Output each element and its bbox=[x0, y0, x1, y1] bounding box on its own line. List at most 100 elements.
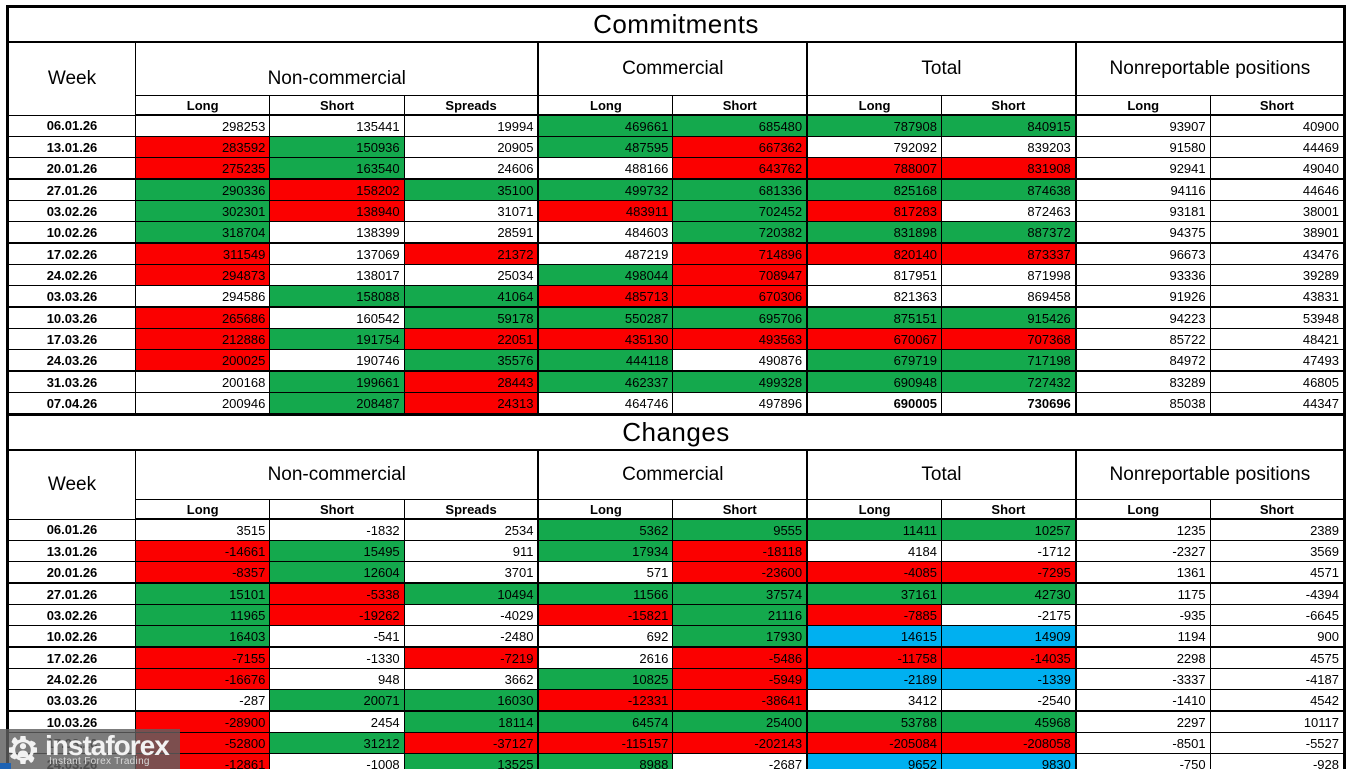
instaforex-gear-icon bbox=[5, 732, 41, 768]
value-cell: 1194 bbox=[1074, 625, 1211, 648]
value-cell: 900 bbox=[1209, 625, 1346, 648]
value-cell: 11566 bbox=[537, 582, 674, 605]
changes-title-row: Changes bbox=[7, 414, 1345, 451]
col-header-c-short: Short bbox=[672, 95, 808, 116]
value-cell: 13525 bbox=[403, 753, 539, 769]
value-cell: 692 bbox=[537, 625, 674, 648]
value-cell: 499732 bbox=[537, 178, 674, 201]
value-cell: 720382 bbox=[672, 221, 808, 244]
value-cell: 47493 bbox=[1209, 349, 1346, 372]
value-cell: 679719 bbox=[806, 349, 942, 372]
value-cell: 35100 bbox=[403, 178, 539, 201]
value-cell: 788007 bbox=[806, 157, 942, 180]
value-cell: 487219 bbox=[537, 242, 674, 265]
value-cell: 138940 bbox=[269, 200, 405, 222]
value-cell: 163540 bbox=[269, 157, 405, 180]
value-cell: 150936 bbox=[269, 136, 405, 158]
value-cell: 212886 bbox=[134, 328, 271, 350]
col-header-t-long: Long bbox=[806, 95, 942, 116]
value-cell: 200025 bbox=[134, 349, 271, 372]
group-header-nonreportable: Nonreportable positions bbox=[1074, 449, 1345, 500]
value-cell: 8988 bbox=[537, 753, 674, 769]
value-cell: 93336 bbox=[1074, 264, 1211, 286]
changes-group-header-row: Week Non-commercial Commercial Total Non… bbox=[7, 449, 1345, 520]
table-row: 03.03.26 294586 158088 41064 485713 670306 821… bbox=[7, 285, 1346, 308]
group-header-commercial: Commercial bbox=[537, 449, 808, 500]
value-cell: 19994 bbox=[403, 114, 539, 137]
value-cell: 44646 bbox=[1209, 178, 1346, 201]
value-cell: 469661 bbox=[537, 114, 674, 137]
value-cell: -2687 bbox=[672, 753, 808, 769]
group-header-non-commercial: Non-commercial bbox=[135, 449, 539, 500]
value-cell: 16030 bbox=[403, 689, 539, 712]
value-cell: 825168 bbox=[806, 178, 942, 201]
value-cell: 911 bbox=[403, 540, 539, 562]
value-cell: 200168 bbox=[134, 370, 271, 393]
value-cell: 1175 bbox=[1074, 582, 1211, 605]
value-cell: 487595 bbox=[537, 136, 674, 158]
value-cell: 21372 bbox=[403, 242, 539, 265]
group-header-total: Total bbox=[806, 449, 1077, 500]
week-cell: 13.01.26 bbox=[7, 136, 136, 158]
col-header-nc-spreads: Spreads bbox=[403, 95, 539, 116]
value-cell: 643762 bbox=[672, 157, 808, 180]
value-cell: -4187 bbox=[1209, 668, 1346, 690]
value-cell: -541 bbox=[269, 625, 405, 648]
value-cell: 53948 bbox=[1209, 306, 1346, 329]
value-cell: 138399 bbox=[269, 221, 405, 244]
week-cell: 20.01.26 bbox=[7, 157, 136, 180]
value-cell: 817283 bbox=[806, 200, 942, 222]
value-cell: -5527 bbox=[1209, 732, 1346, 754]
value-cell: 294586 bbox=[134, 285, 271, 308]
value-cell: -2540 bbox=[940, 689, 1077, 712]
week-cell: 24.02.26 bbox=[7, 264, 136, 286]
value-cell: -1330 bbox=[269, 646, 405, 669]
col-header-nc-short: Short bbox=[269, 499, 405, 520]
table-row: 17.03.26 212886 191754 22051 435130 493563 670… bbox=[7, 328, 1346, 350]
col-header-t-long: Long bbox=[806, 499, 942, 520]
value-cell: 730696 bbox=[940, 392, 1077, 415]
value-cell: -16676 bbox=[134, 668, 271, 690]
value-cell: 817951 bbox=[806, 264, 942, 286]
week-cell: 03.02.26 bbox=[7, 200, 136, 222]
watermark-corner-accent bbox=[0, 763, 11, 769]
col-header-nr-long: Long bbox=[1074, 95, 1211, 116]
week-cell: 31.03.26 bbox=[7, 370, 136, 393]
value-cell: -928 bbox=[1209, 753, 1346, 769]
value-cell: -750 bbox=[1074, 753, 1211, 769]
value-cell: 135441 bbox=[269, 114, 405, 137]
value-cell: -115157 bbox=[537, 732, 674, 754]
value-cell: 831898 bbox=[806, 221, 942, 244]
value-cell: -14661 bbox=[134, 540, 271, 562]
week-cell: 10.02.26 bbox=[7, 221, 136, 244]
value-cell: 44469 bbox=[1209, 136, 1346, 158]
value-cell: 16403 bbox=[134, 625, 271, 648]
table-row: 10.03.26 265686 160542 59178 550287 695706 875… bbox=[7, 306, 1346, 329]
week-cell: 06.01.26 bbox=[7, 114, 136, 137]
value-cell: 96673 bbox=[1074, 242, 1211, 265]
value-cell: 667362 bbox=[672, 136, 808, 158]
value-cell: 670067 bbox=[806, 328, 942, 350]
cot-report-page: Commitments Week Non-commercial Commerci… bbox=[0, 5, 1346, 769]
value-cell: -4029 bbox=[403, 604, 539, 626]
value-cell: 2616 bbox=[537, 646, 674, 669]
value-cell: 484603 bbox=[537, 221, 674, 244]
value-cell: 948 bbox=[269, 668, 405, 690]
value-cell: 871998 bbox=[940, 264, 1077, 286]
value-cell: 283592 bbox=[134, 136, 271, 158]
value-cell: 14909 bbox=[940, 625, 1077, 648]
value-cell: 18114 bbox=[403, 710, 539, 733]
value-cell: 28591 bbox=[403, 221, 539, 244]
commitments-sub-header-row: Long Short Spreads Long Short Long Short… bbox=[8, 95, 1346, 116]
table-row: 24.02.26 -16676 948 3662 10825 -5949 -2189 -133… bbox=[7, 668, 1346, 690]
value-cell: 38001 bbox=[1209, 200, 1346, 222]
changes-title: Changes bbox=[7, 414, 1345, 451]
value-cell: -28900 bbox=[134, 710, 271, 733]
value-cell: -4394 bbox=[1209, 582, 1346, 605]
table-row: 10.02.26 16403 -541 -2480 692 17930 14615 14909… bbox=[7, 625, 1346, 648]
instaforex-tagline-text: Instant Forex Trading bbox=[49, 755, 150, 767]
value-cell: 59178 bbox=[403, 306, 539, 329]
value-cell: -7219 bbox=[403, 646, 539, 669]
value-cell: 64574 bbox=[537, 710, 674, 733]
value-cell: -4085 bbox=[806, 561, 942, 584]
